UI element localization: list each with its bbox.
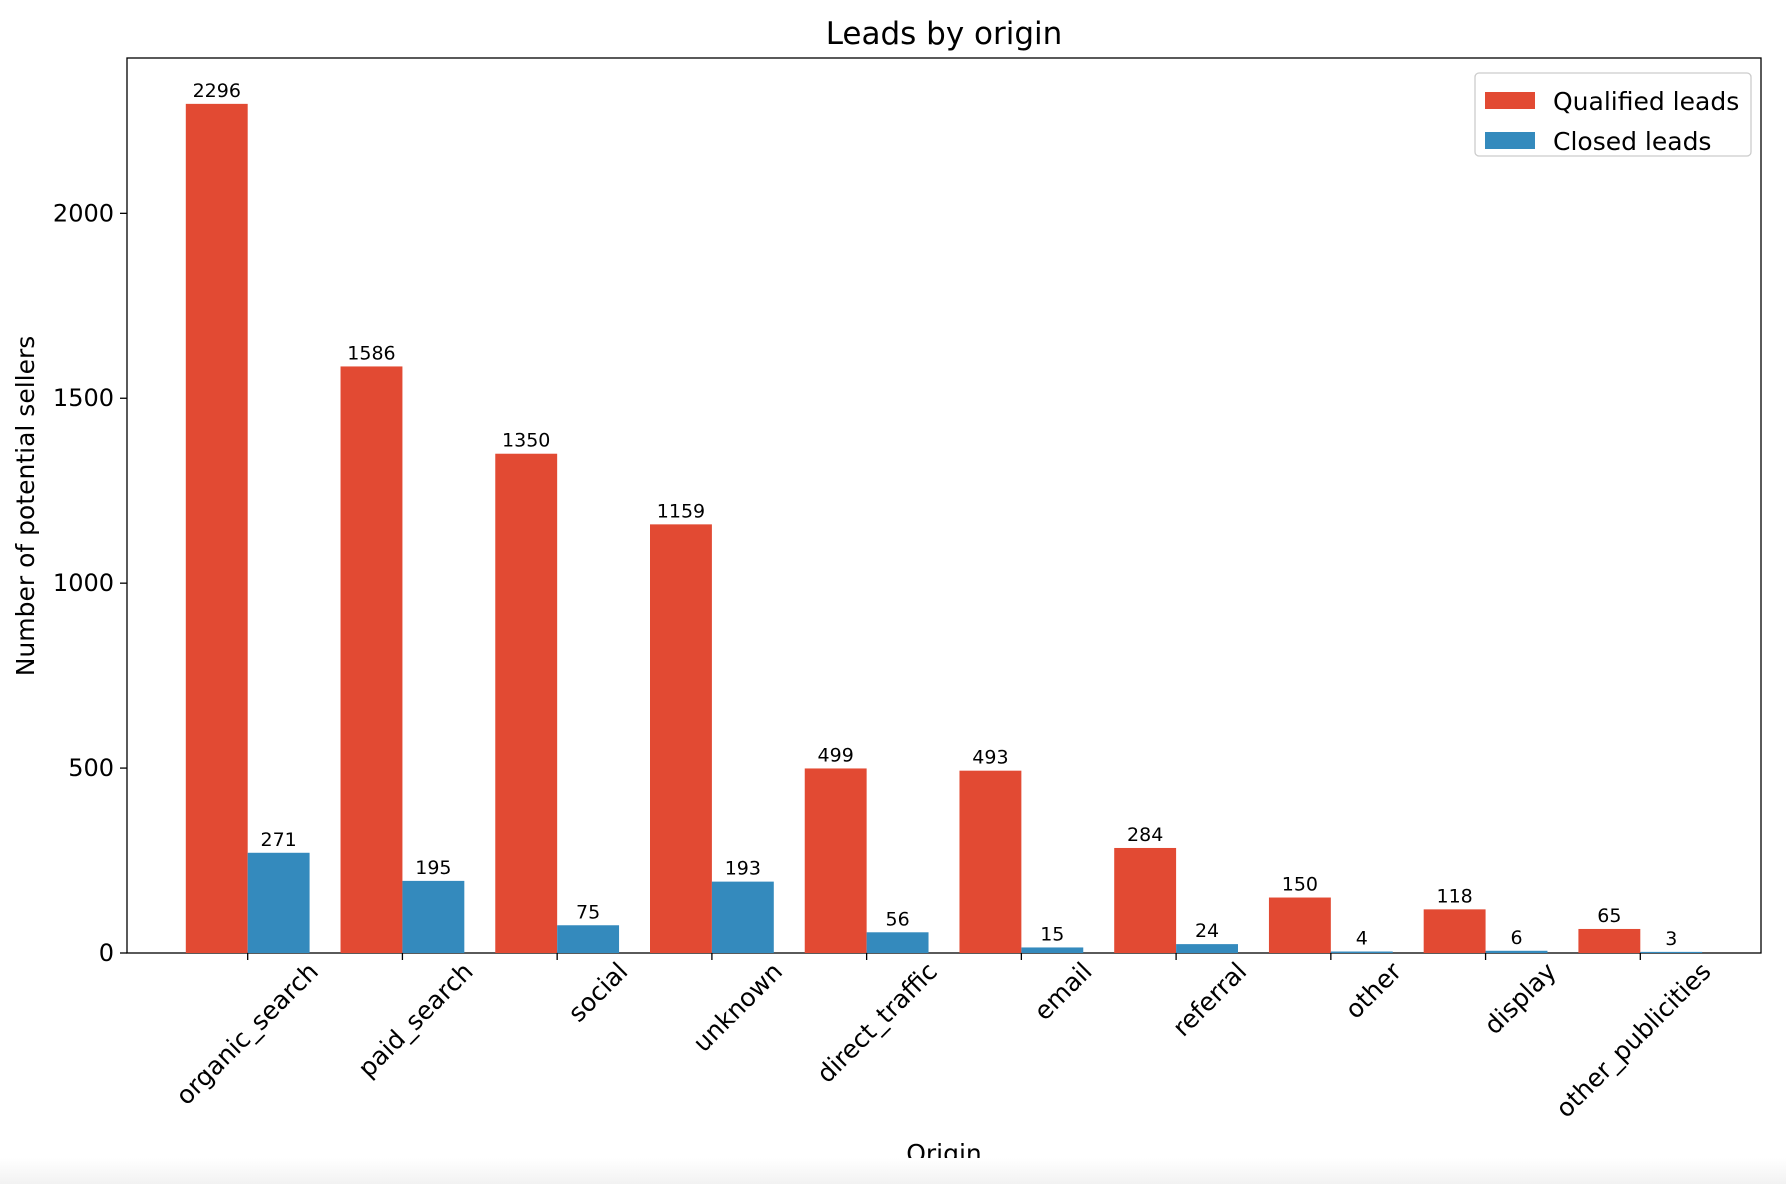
data-label: 1350 — [502, 430, 550, 452]
y-tick-label: 1000 — [53, 569, 114, 597]
bar — [1640, 951, 1703, 953]
y-tick-label: 1500 — [53, 384, 114, 412]
data-label: 118 — [1436, 885, 1472, 907]
bar — [247, 852, 310, 953]
bar — [1176, 944, 1238, 953]
data-label: 195 — [415, 857, 451, 879]
y-tick-label: 2000 — [53, 199, 114, 227]
chart-title: Leads by origin — [826, 16, 1063, 52]
plot-frame — [126, 57, 1762, 954]
plot-area: 0 500 1000 1500 2000 2296 271 organic_search 158… — [53, 57, 1762, 1123]
data-label: 6 — [1510, 927, 1522, 949]
bar — [1330, 951, 1393, 953]
bar — [1578, 928, 1641, 953]
bottom-edge-shadow — [0, 1158, 1786, 1184]
bar — [711, 881, 774, 953]
bar — [402, 880, 465, 953]
bar — [557, 925, 620, 953]
bar — [1114, 847, 1177, 953]
bar — [1485, 950, 1548, 953]
data-label: 75 — [576, 901, 600, 923]
legend-swatch — [1485, 92, 1535, 109]
data-label: 1586 — [347, 342, 395, 364]
legend-box — [1474, 72, 1752, 157]
x-tick-label: direct_traffic — [811, 957, 943, 1089]
x-tick-label: social — [562, 957, 633, 1028]
x-tick-label: organic_search — [170, 957, 324, 1111]
legend-label: Closed leads — [1553, 127, 1711, 156]
legend-swatch — [1485, 132, 1535, 149]
y-tick-label: 500 — [68, 754, 114, 782]
x-tick-label: other — [1339, 956, 1407, 1024]
legend-label: Qualified leads — [1553, 87, 1739, 116]
data-label: 193 — [725, 858, 761, 880]
data-label: 284 — [1127, 824, 1163, 846]
data-label: 15 — [1040, 923, 1064, 945]
x-tick-label: email — [1028, 957, 1097, 1026]
data-label: 3 — [1665, 928, 1677, 950]
bar — [866, 932, 929, 953]
x-tick-label: referral — [1167, 957, 1252, 1042]
data-label: 150 — [1282, 874, 1318, 896]
bar — [340, 366, 403, 953]
bar — [185, 103, 248, 954]
data-label: 271 — [261, 829, 297, 851]
bar — [650, 524, 712, 953]
x-tick-label: paid_search — [352, 957, 478, 1083]
x-tick-label: other_publicities — [1550, 957, 1716, 1123]
x-tick-label: display — [1479, 957, 1562, 1040]
data-label: 56 — [885, 908, 909, 930]
data-label: 1159 — [657, 500, 705, 522]
data-label: 4 — [1356, 928, 1368, 950]
bar — [804, 768, 867, 953]
y-tick-label: 0 — [99, 939, 114, 967]
x-tick-label: unknown — [687, 957, 788, 1058]
legend: Qualified leads Closed leads — [1474, 72, 1752, 157]
data-label: 2296 — [193, 80, 241, 102]
data-label: 65 — [1597, 905, 1621, 927]
data-label: 24 — [1195, 920, 1219, 942]
bar — [1021, 947, 1084, 953]
bar — [495, 453, 558, 953]
data-label: 493 — [972, 747, 1008, 769]
bar — [959, 770, 1022, 953]
bar — [1423, 909, 1486, 953]
y-axis-label: Number of potential sellers — [11, 336, 40, 677]
data-label: 499 — [818, 744, 854, 766]
bar — [1268, 897, 1331, 953]
